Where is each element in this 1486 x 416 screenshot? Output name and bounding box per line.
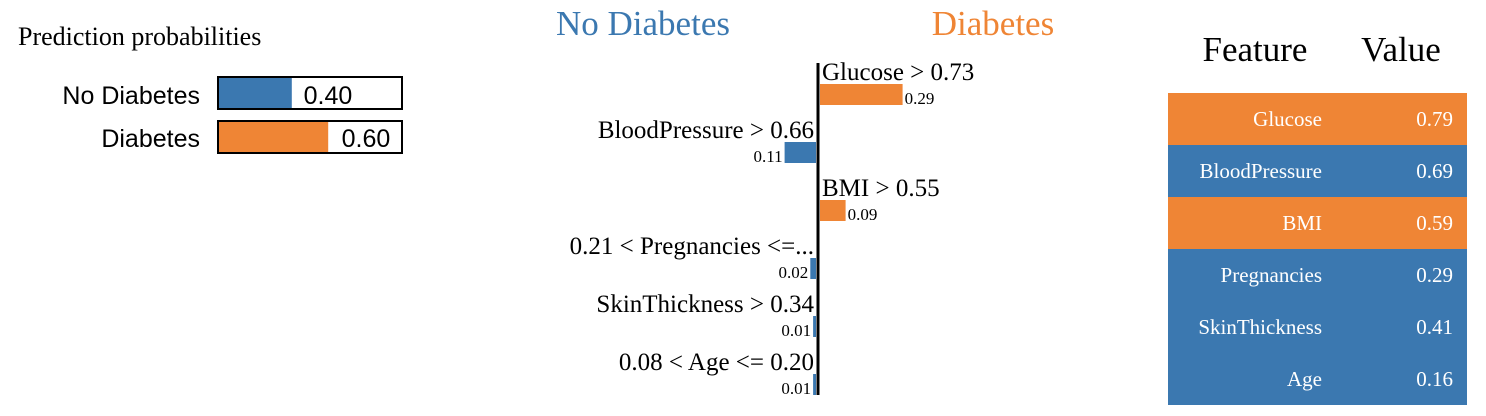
table-cell-value: 0.79 (1416, 107, 1453, 131)
table-row: BloodPressure 0.69 (1168, 145, 1467, 197)
prob-value-no-diabetes: 0.40 (304, 82, 353, 110)
table-cell-value: 0.16 (1416, 367, 1453, 391)
condition-label: BloodPressure > 0.66 (598, 117, 814, 144)
table-row: Pregnancies 0.29 (1168, 249, 1467, 301)
condition-label: SkinThickness > 0.34 (596, 291, 814, 318)
table-header-value: Value (1361, 30, 1441, 69)
table-cell-value: 0.69 (1416, 159, 1453, 183)
weight-bar (813, 316, 816, 337)
table-row-background (1168, 353, 1467, 405)
table-rows: Glucose 0.79 BloodPressure 0.69 BMI 0.59 Pregn… (1168, 93, 1467, 405)
table-row: Age 0.16 (1168, 353, 1467, 405)
weight-bar (810, 258, 816, 279)
explanation-row: Glucose > 0.73 0.29 (820, 59, 974, 108)
table-row: SkinThickness 0.41 (1168, 301, 1467, 353)
class-label-diabetes: Diabetes (932, 4, 1054, 43)
condition-label: Glucose > 0.73 (822, 59, 974, 86)
table-cell-feature: BMI (1282, 211, 1322, 235)
condition-label: 0.21 < Pregnancies <=... (570, 233, 814, 260)
weight-value-label: 0.01 (781, 321, 811, 340)
table-cell-feature: Glucose (1253, 107, 1322, 131)
weight-value-label: 0.29 (905, 89, 935, 108)
table-row-background (1168, 93, 1467, 145)
explanation-row: BloodPressure > 0.66 0.11 (598, 117, 816, 166)
explanation-chart: No Diabetes Diabetes Glucose > 0.73 0.29 B… (556, 4, 1054, 398)
table-row-background (1168, 197, 1467, 249)
explanation-bars: Glucose > 0.73 0.29 BloodPressure > 0.66 0.… (570, 59, 975, 398)
explanation-row: 0.21 < Pregnancies <=... 0.02 (570, 233, 816, 282)
table-cell-feature: SkinThickness (1198, 315, 1322, 339)
table-cell-feature: Age (1287, 367, 1322, 391)
table-cell-feature: BloodPressure (1200, 159, 1323, 183)
weight-value-label: 0.09 (848, 205, 878, 224)
condition-label: BMI > 0.55 (822, 175, 940, 202)
prediction-probabilities-panel: Prediction probabilities No Diabetes 0.4… (18, 22, 403, 154)
prob-label-no-diabetes: No Diabetes (62, 82, 200, 110)
prob-value-diabetes: 0.60 (342, 125, 391, 153)
weight-value-label: 0.02 (779, 263, 809, 282)
weight-bar (784, 142, 816, 163)
explanation-row: 0.08 < Age <= 0.20 0.01 (619, 349, 816, 398)
class-label-no-diabetes: No Diabetes (556, 4, 730, 43)
weight-bar (813, 374, 816, 395)
explanation-row: SkinThickness > 0.34 0.01 (596, 291, 816, 340)
table-cell-feature: Pregnancies (1221, 263, 1322, 287)
table-cell-value: 0.29 (1416, 263, 1453, 287)
table-row: Glucose 0.79 (1168, 93, 1467, 145)
table-cell-value: 0.59 (1416, 211, 1453, 235)
table-row: BMI 0.59 (1168, 197, 1467, 249)
table-header-feature: Feature (1203, 30, 1308, 69)
explanation-row: BMI > 0.55 0.09 (820, 175, 940, 224)
prob-bar-no-diabetes (219, 78, 292, 108)
table-row-background (1168, 249, 1467, 301)
weight-value-label: 0.01 (781, 379, 811, 398)
weight-bar (820, 84, 903, 105)
probabilities-title: Prediction probabilities (18, 22, 261, 51)
weight-value-label: 0.11 (754, 147, 783, 166)
condition-label: 0.08 < Age <= 0.20 (619, 349, 814, 376)
table-row-background (1168, 145, 1467, 197)
table-row-background (1168, 301, 1467, 353)
prob-bar-diabetes (219, 122, 329, 152)
table-cell-value: 0.41 (1416, 315, 1453, 339)
feature-value-table: Feature Value Glucose 0.79 BloodPressure 0.… (1168, 30, 1467, 405)
weight-bar (820, 200, 846, 221)
prob-label-diabetes: Diabetes (101, 125, 200, 153)
